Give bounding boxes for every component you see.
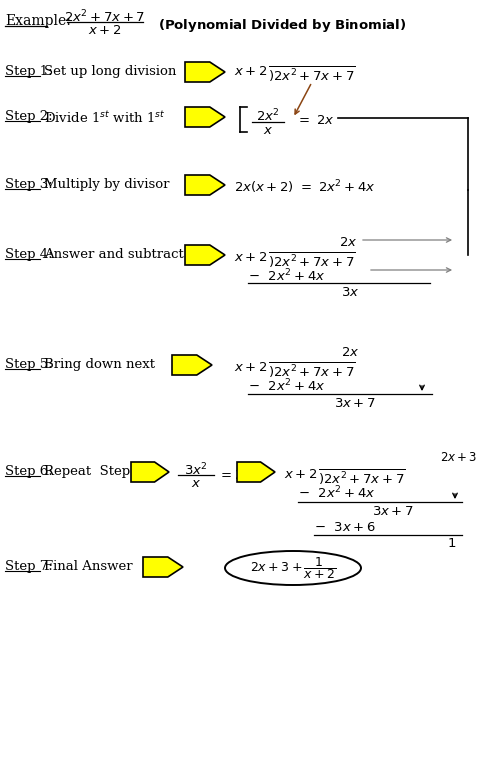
Polygon shape [185,175,225,195]
Text: Set up long division: Set up long division [44,65,176,78]
Polygon shape [237,462,275,482]
Text: Step 7:: Step 7: [5,560,53,573]
Polygon shape [172,355,212,375]
Text: $\overline{)2x^2+7x+7}$: $\overline{)2x^2+7x+7}$ [268,65,355,84]
Text: Answer and subtract: Answer and subtract [44,248,183,261]
Text: Final Answer: Final Answer [44,560,132,573]
Ellipse shape [225,551,361,585]
Text: Divide 1$^{st}$ with 1$^{st}$: Divide 1$^{st}$ with 1$^{st}$ [44,110,165,126]
Text: $3x+7$: $3x+7$ [372,505,414,518]
Text: $\overline{)2x^2+7x+7}$: $\overline{)2x^2+7x+7}$ [268,251,355,269]
Text: $-\ \ 2x^2+4x$: $-\ \ 2x^2+4x$ [248,378,325,394]
Text: Example:: Example: [5,14,71,28]
Text: Step 1:: Step 1: [5,65,53,78]
Text: $x+2$: $x+2$ [234,65,268,78]
Text: $2x$: $2x$ [339,236,357,249]
Text: $x$: $x$ [191,477,201,490]
Text: $-\ \ 2x^2+4x$: $-\ \ 2x^2+4x$ [248,268,325,284]
Text: $=\ 2x$: $=\ 2x$ [296,114,335,127]
Text: $2x+3+\dfrac{1}{x+2}$: $2x+3+\dfrac{1}{x+2}$ [250,555,336,581]
Polygon shape [131,462,169,482]
Text: $2x(x+2)\ =\ 2x^2+4x$: $2x(x+2)\ =\ 2x^2+4x$ [234,178,376,195]
Text: $1$: $1$ [447,537,456,550]
Text: Multiply by divisor: Multiply by divisor [44,178,169,191]
Text: $-\ \ 2x^2+4x$: $-\ \ 2x^2+4x$ [298,485,376,501]
Text: $x+2$: $x+2$ [234,251,268,264]
Text: Step 5:: Step 5: [5,358,53,371]
Text: $2x+3$: $2x+3$ [439,451,477,464]
Text: $-\ \ 3x+6$: $-\ \ 3x+6$ [314,521,376,534]
Text: $x$: $x$ [263,124,273,137]
Polygon shape [185,107,225,127]
Polygon shape [143,557,183,577]
Text: $=3$: $=3$ [218,469,243,482]
Text: $\overline{)2x^2+7x+7}$: $\overline{)2x^2+7x+7}$ [268,361,355,380]
Text: $2x$: $2x$ [341,346,359,359]
Text: Bring down next: Bring down next [44,358,154,371]
Text: Step 6:: Step 6: [5,465,53,478]
Polygon shape [185,62,225,82]
Text: Step 2:: Step 2: [5,110,53,123]
Text: $\bf{(Polynomial\ Divided\ by\ Binomial)}$: $\bf{(Polynomial\ Divided\ by\ Binomial)… [158,17,406,34]
Text: $x+2$: $x+2$ [234,361,268,374]
Text: $3x$: $3x$ [341,286,359,299]
Text: $2x^2+7x+7$: $2x^2+7x+7$ [64,9,146,26]
Text: $x+2$: $x+2$ [284,468,318,481]
Text: Repeat  Step 2: Repeat Step 2 [44,465,142,478]
Polygon shape [185,245,225,265]
Text: $2x^2$: $2x^2$ [256,108,280,125]
Text: $\overline{)2x^2+7x+7}$: $\overline{)2x^2+7x+7}$ [318,468,406,487]
Text: $3x^2$: $3x^2$ [184,462,208,479]
Text: Step 3:: Step 3: [5,178,53,191]
Text: $3x+7$: $3x+7$ [334,397,376,410]
Text: Step 4:: Step 4: [5,248,53,261]
Text: $x+2$: $x+2$ [88,24,122,37]
